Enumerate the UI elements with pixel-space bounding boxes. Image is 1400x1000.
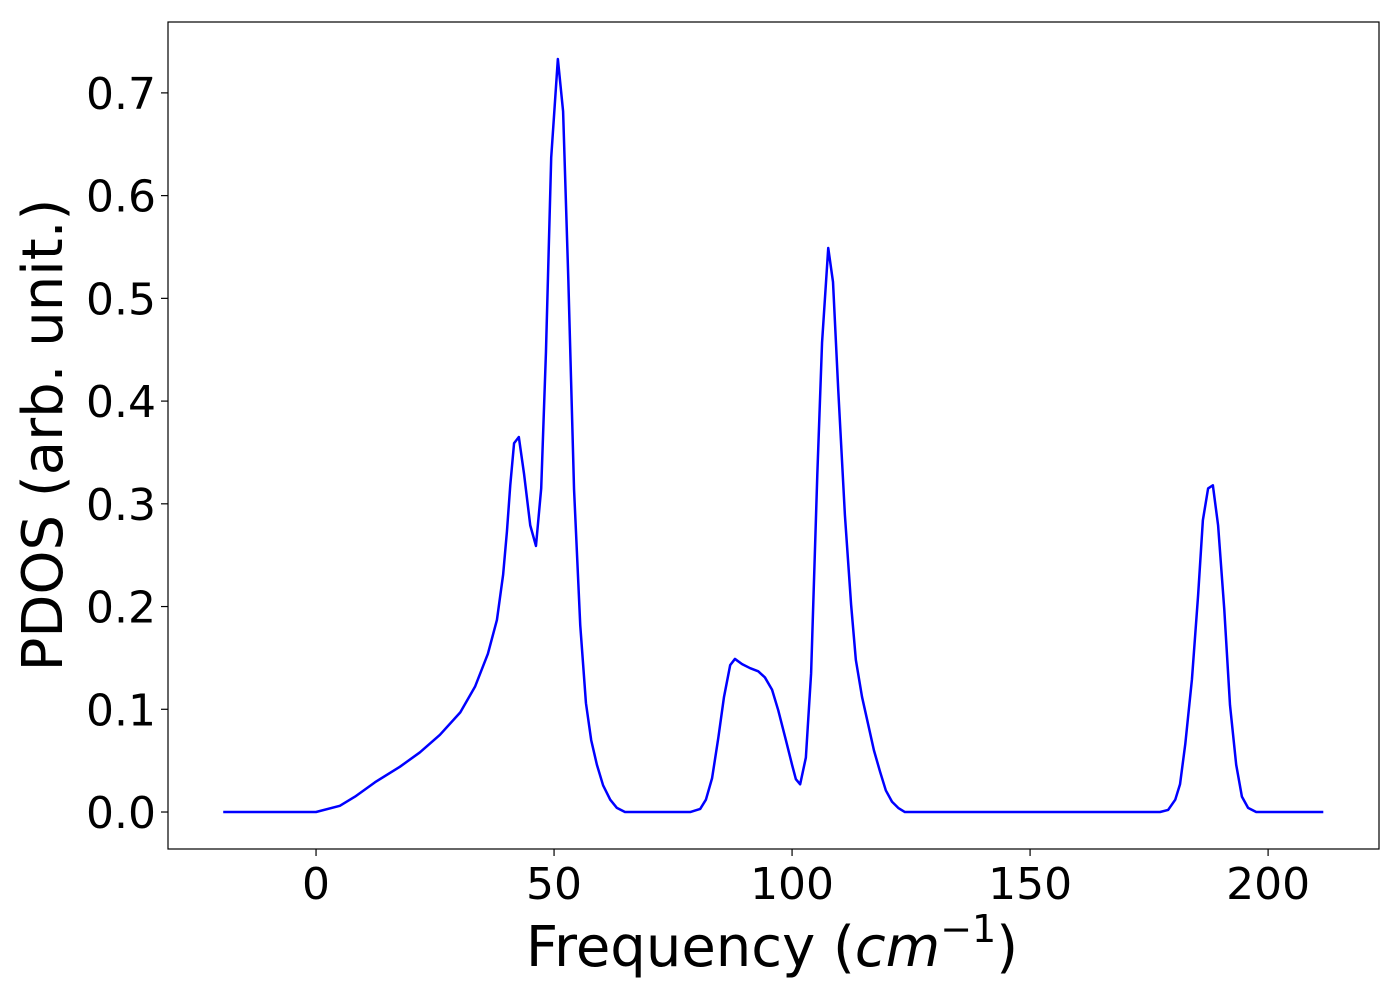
y-tick-label: 0.0 [86, 788, 156, 839]
x-tick-label: 100 [750, 859, 834, 910]
x-label-math: cm [855, 915, 940, 980]
y-tick-label: 0.7 [86, 69, 156, 120]
x-tick-label: 0 [302, 859, 330, 910]
y-tick-label: 0.2 [86, 583, 156, 634]
plot-frame [167, 21, 1380, 850]
y-axis-label: PDOS (arb. unit.) [11, 199, 76, 672]
y-tick-label: 0.6 [86, 172, 156, 223]
x-axis-label: Frequency (cm−1) [526, 907, 1018, 980]
y-tick-label: 0.4 [86, 377, 156, 428]
y-tick-label: 0.5 [86, 274, 156, 325]
x-label-sup: −1 [940, 907, 996, 951]
x-tick-label: 50 [526, 859, 582, 910]
y-tick-label: 0.3 [86, 480, 156, 531]
x-label-text: Frequency ( [526, 915, 855, 980]
x-label-close: ) [996, 915, 1018, 980]
data-line [223, 57, 1324, 814]
x-tick-label: 150 [988, 859, 1072, 910]
y-tick-label: 0.1 [86, 685, 156, 736]
x-tick-label: 200 [1226, 859, 1310, 910]
